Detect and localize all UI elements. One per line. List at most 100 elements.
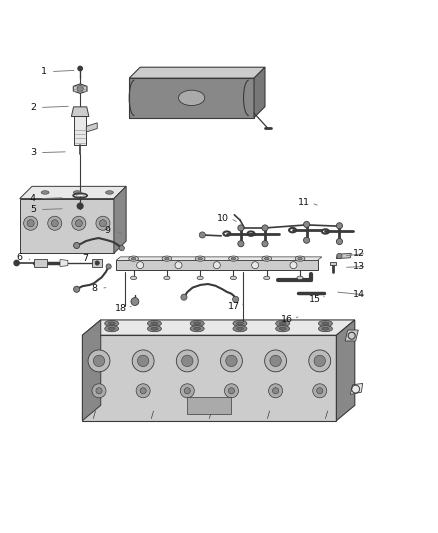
- Polygon shape: [330, 262, 336, 265]
- Ellipse shape: [148, 326, 162, 332]
- Circle shape: [96, 216, 110, 230]
- Circle shape: [313, 384, 327, 398]
- Circle shape: [27, 220, 34, 227]
- Ellipse shape: [195, 256, 205, 261]
- Polygon shape: [116, 260, 318, 270]
- Circle shape: [175, 262, 182, 269]
- Circle shape: [106, 264, 111, 269]
- Circle shape: [337, 253, 342, 259]
- Polygon shape: [74, 117, 86, 145]
- Ellipse shape: [165, 257, 169, 260]
- Text: 2: 2: [30, 103, 36, 112]
- Polygon shape: [60, 260, 68, 266]
- Ellipse shape: [198, 257, 202, 260]
- Ellipse shape: [106, 191, 113, 194]
- Ellipse shape: [276, 320, 290, 327]
- Ellipse shape: [237, 327, 244, 330]
- Circle shape: [213, 262, 220, 269]
- Ellipse shape: [194, 327, 201, 330]
- Ellipse shape: [297, 276, 303, 280]
- Circle shape: [74, 243, 80, 248]
- Ellipse shape: [322, 322, 329, 325]
- Circle shape: [92, 384, 106, 398]
- Polygon shape: [336, 320, 355, 421]
- Ellipse shape: [318, 326, 332, 332]
- Ellipse shape: [129, 256, 138, 261]
- Ellipse shape: [233, 320, 247, 327]
- Text: 15: 15: [309, 295, 321, 304]
- Polygon shape: [92, 260, 102, 266]
- Circle shape: [88, 350, 110, 372]
- Ellipse shape: [190, 320, 204, 327]
- Circle shape: [78, 66, 82, 71]
- Polygon shape: [350, 383, 363, 394]
- Circle shape: [220, 350, 242, 372]
- Ellipse shape: [279, 322, 286, 325]
- Polygon shape: [187, 397, 231, 414]
- Text: 16: 16: [281, 314, 293, 324]
- Polygon shape: [254, 67, 265, 118]
- Ellipse shape: [105, 320, 119, 327]
- Circle shape: [140, 387, 146, 394]
- Polygon shape: [82, 320, 355, 335]
- Ellipse shape: [197, 276, 203, 280]
- Ellipse shape: [276, 326, 290, 332]
- Ellipse shape: [233, 326, 247, 332]
- Ellipse shape: [264, 276, 270, 280]
- Polygon shape: [345, 330, 358, 341]
- Circle shape: [336, 223, 343, 229]
- Circle shape: [74, 286, 80, 292]
- Text: 7: 7: [82, 254, 88, 263]
- Circle shape: [72, 216, 86, 230]
- Circle shape: [132, 350, 154, 372]
- Circle shape: [14, 260, 19, 265]
- Polygon shape: [34, 259, 47, 268]
- Ellipse shape: [108, 322, 115, 325]
- Circle shape: [181, 294, 187, 300]
- Circle shape: [119, 246, 124, 251]
- Ellipse shape: [295, 256, 305, 261]
- Circle shape: [238, 225, 244, 231]
- Ellipse shape: [237, 322, 244, 325]
- Polygon shape: [73, 84, 87, 93]
- Circle shape: [24, 216, 38, 230]
- Ellipse shape: [194, 322, 201, 325]
- Text: 4: 4: [30, 194, 36, 203]
- Circle shape: [136, 384, 150, 398]
- Polygon shape: [82, 320, 101, 421]
- Text: 11: 11: [298, 198, 311, 207]
- Polygon shape: [114, 187, 126, 253]
- Polygon shape: [129, 78, 254, 118]
- Circle shape: [137, 262, 144, 269]
- Circle shape: [270, 355, 281, 367]
- Ellipse shape: [131, 257, 136, 260]
- Circle shape: [138, 355, 149, 367]
- Ellipse shape: [131, 276, 137, 280]
- Polygon shape: [82, 335, 336, 421]
- Polygon shape: [20, 187, 126, 199]
- Text: 13: 13: [353, 262, 365, 271]
- Ellipse shape: [108, 327, 115, 330]
- Circle shape: [131, 297, 139, 305]
- Circle shape: [262, 241, 268, 247]
- Circle shape: [233, 296, 239, 302]
- Polygon shape: [86, 123, 97, 132]
- Ellipse shape: [148, 320, 162, 327]
- Ellipse shape: [229, 256, 238, 261]
- Polygon shape: [336, 253, 351, 259]
- Circle shape: [180, 384, 194, 398]
- Circle shape: [290, 262, 297, 269]
- Ellipse shape: [322, 327, 329, 330]
- Text: 6: 6: [17, 253, 23, 262]
- Text: 14: 14: [353, 290, 365, 300]
- Circle shape: [182, 355, 193, 367]
- Circle shape: [51, 220, 58, 227]
- Circle shape: [317, 387, 323, 394]
- Ellipse shape: [262, 256, 272, 261]
- Circle shape: [48, 216, 62, 230]
- Circle shape: [226, 355, 237, 367]
- Ellipse shape: [162, 256, 172, 261]
- Ellipse shape: [179, 90, 205, 106]
- Circle shape: [314, 355, 325, 367]
- Ellipse shape: [298, 257, 302, 260]
